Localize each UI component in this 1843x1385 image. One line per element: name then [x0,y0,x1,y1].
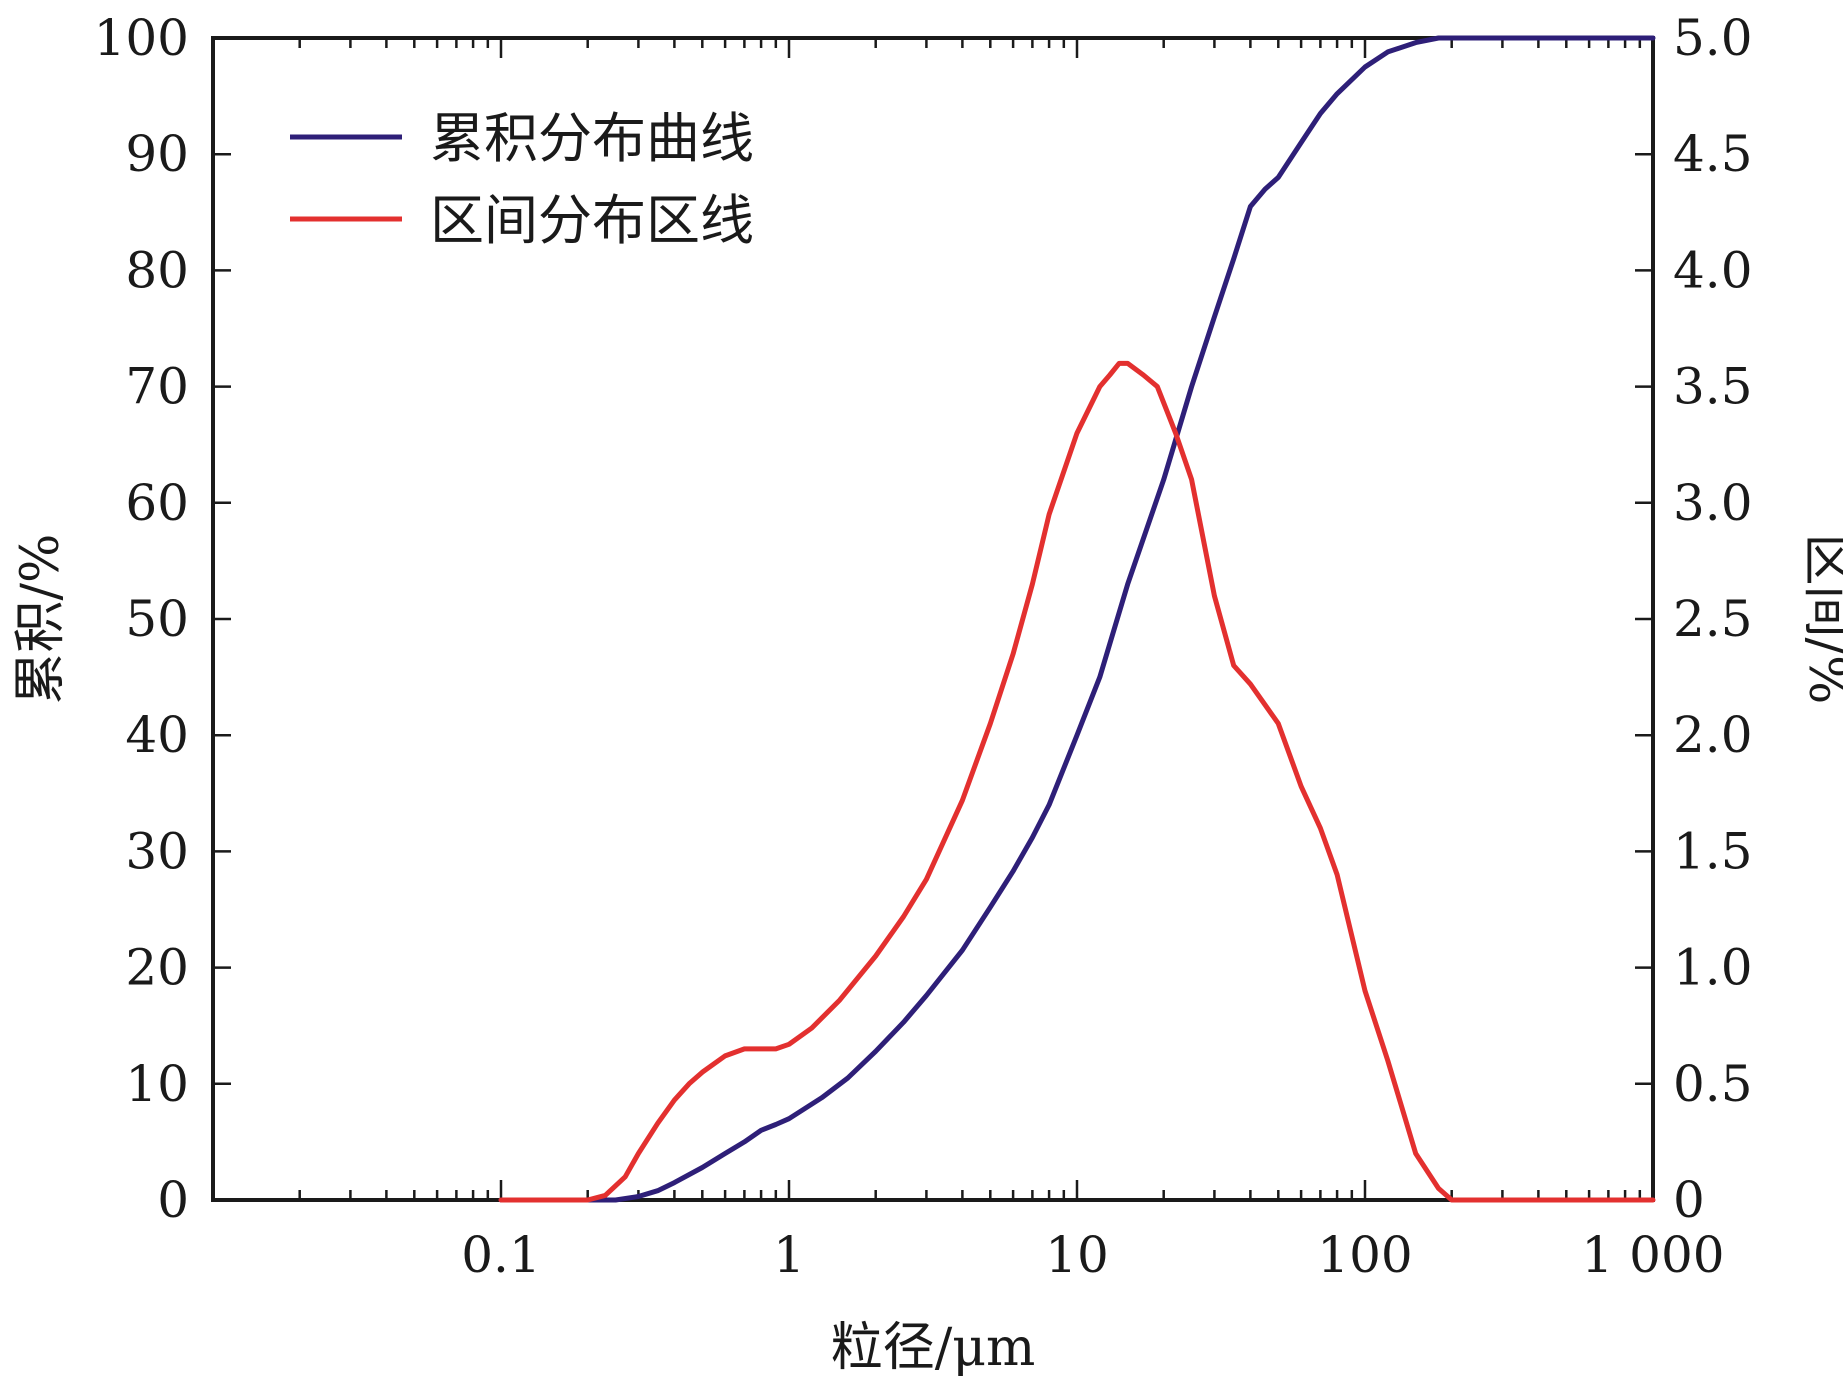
y-left-axis-title: 累积/% [11,534,71,705]
y-right-tick-label: 4.0 [1673,241,1753,299]
y-left-tick-label: 90 [125,125,189,183]
legend-label-interval: 区间分布区线 [430,189,754,252]
series-line-interval [498,360,1656,1203]
y-left-tick-label: 100 [94,9,189,67]
x-axis-ticks [298,38,1642,1200]
y-left-tick-label: 20 [125,939,189,997]
y-right-tick-label: 4.5 [1673,125,1753,183]
y-right-tick-label: 2.5 [1673,590,1753,648]
series-group [498,35,1656,1203]
legend: 累积分布曲线 区间分布区线 [290,107,754,252]
y-left-tick-label: 0 [157,1171,189,1229]
y-left-tick-label: 70 [125,358,189,416]
series-line-cumulative [498,35,1656,1203]
y-right-tick-label: 2.0 [1673,706,1753,764]
x-axis-title: 粒径/μm [831,1318,1036,1378]
x-tick-labels: 0.1 1 10 100 1 000 [461,1226,1724,1284]
x-tick-label: 1 000 [1581,1226,1724,1284]
y-left-tick-labels: 0 10 20 30 40 50 60 70 80 90 100 [94,9,189,1229]
y-left-tick-label: 30 [125,822,189,880]
y-left-tick-label: 40 [125,706,189,764]
y-right-tick-label: 0.5 [1673,1055,1753,1113]
y-right-tick-label: 0 [1673,1171,1705,1229]
y-right-axis-title: 区间/% [1797,534,1843,705]
y-right-tick-labels: 0 0.5 1.0 1.5 2.0 2.5 3.0 3.5 4.0 4.5 5.0 [1673,9,1753,1229]
plot-area [211,36,1655,1202]
legend-label-cumulative: 累积分布曲线 [430,107,754,170]
y-left-tick-label: 50 [125,590,189,648]
y-left-tick-label: 10 [125,1055,189,1113]
x-tick-label: 1 [773,1226,805,1284]
y-right-tick-label: 1.5 [1673,822,1753,880]
y-right-tick-label: 1.0 [1673,939,1753,997]
y-left-tick-label: 80 [125,241,189,299]
y-left-tick-label: 60 [125,474,189,532]
x-tick-label: 100 [1317,1226,1412,1284]
x-tick-label: 0.1 [461,1226,541,1284]
x-tick-label: 10 [1045,1226,1109,1284]
y-right-tick-label: 3.0 [1673,474,1753,532]
y-right-tick-label: 3.5 [1673,358,1753,416]
y-right-tick-label: 5.0 [1673,9,1753,67]
